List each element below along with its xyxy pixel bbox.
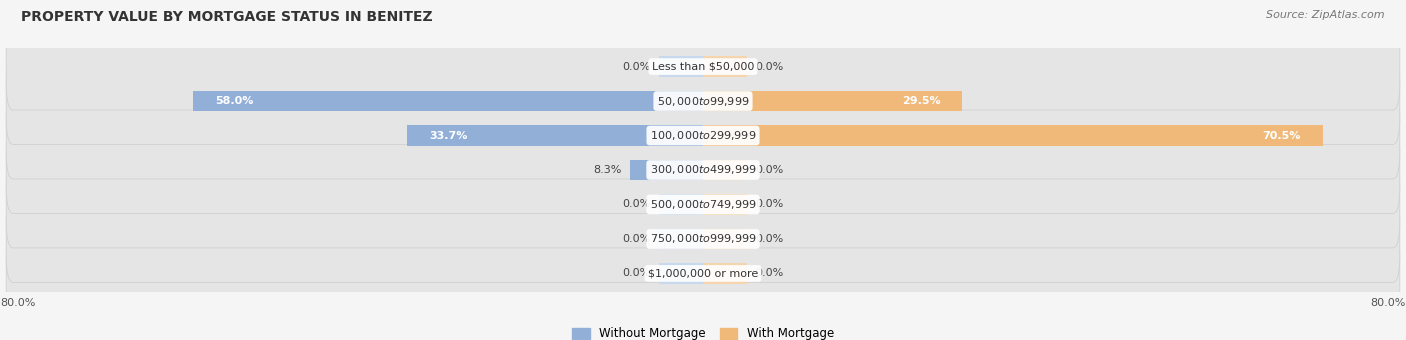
Text: 33.7%: 33.7% — [429, 131, 467, 140]
Text: 0.0%: 0.0% — [756, 269, 785, 278]
Bar — [703, 228, 747, 249]
Bar — [194, 91, 703, 112]
Legend: Without Mortgage, With Mortgage: Without Mortgage, With Mortgage — [572, 327, 834, 340]
Bar — [659, 263, 703, 284]
Text: $1,000,000 or more: $1,000,000 or more — [648, 269, 758, 278]
Bar — [630, 160, 703, 180]
Bar — [703, 160, 747, 180]
Bar — [703, 194, 747, 215]
FancyBboxPatch shape — [6, 161, 1400, 248]
FancyBboxPatch shape — [6, 126, 1400, 214]
FancyBboxPatch shape — [6, 92, 1400, 179]
Bar — [703, 263, 747, 284]
Bar — [659, 194, 703, 215]
Text: Less than $50,000: Less than $50,000 — [652, 62, 754, 71]
FancyBboxPatch shape — [6, 57, 1400, 144]
Text: 8.3%: 8.3% — [593, 165, 621, 175]
Text: 0.0%: 0.0% — [621, 200, 650, 209]
Bar — [659, 56, 703, 77]
Text: 0.0%: 0.0% — [756, 62, 785, 71]
Text: 0.0%: 0.0% — [621, 269, 650, 278]
Text: 0.0%: 0.0% — [756, 200, 785, 209]
Text: $750,000 to $999,999: $750,000 to $999,999 — [650, 233, 756, 245]
Text: 80.0%: 80.0% — [0, 298, 35, 308]
FancyBboxPatch shape — [6, 23, 1400, 110]
Text: PROPERTY VALUE BY MORTGAGE STATUS IN BENITEZ: PROPERTY VALUE BY MORTGAGE STATUS IN BEN… — [21, 10, 433, 24]
Bar — [703, 125, 1323, 146]
Bar — [659, 228, 703, 249]
Text: 58.0%: 58.0% — [215, 96, 253, 106]
Text: 80.0%: 80.0% — [1371, 298, 1406, 308]
Text: $100,000 to $299,999: $100,000 to $299,999 — [650, 129, 756, 142]
Text: 70.5%: 70.5% — [1263, 131, 1301, 140]
Text: 0.0%: 0.0% — [621, 234, 650, 244]
Text: $50,000 to $99,999: $50,000 to $99,999 — [657, 95, 749, 107]
Bar — [703, 56, 747, 77]
Text: Source: ZipAtlas.com: Source: ZipAtlas.com — [1267, 10, 1385, 20]
Bar — [406, 125, 703, 146]
Text: 0.0%: 0.0% — [756, 234, 785, 244]
Text: 0.0%: 0.0% — [621, 62, 650, 71]
FancyBboxPatch shape — [6, 230, 1400, 317]
Text: $300,000 to $499,999: $300,000 to $499,999 — [650, 164, 756, 176]
Text: 29.5%: 29.5% — [901, 96, 941, 106]
Text: $500,000 to $749,999: $500,000 to $749,999 — [650, 198, 756, 211]
Bar — [703, 91, 962, 112]
FancyBboxPatch shape — [6, 195, 1400, 283]
Text: 0.0%: 0.0% — [756, 165, 785, 175]
